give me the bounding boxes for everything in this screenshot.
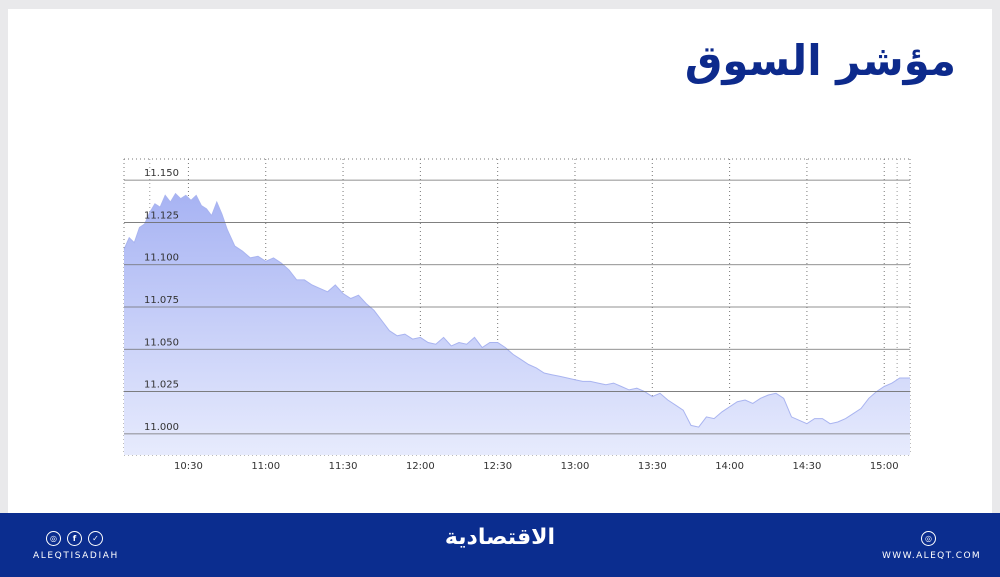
index-line bbox=[123, 192, 910, 428]
x-tick-label: 11:00 bbox=[251, 461, 280, 472]
y-tick-label: 11.125 bbox=[144, 210, 179, 221]
x-tick-label: 14:30 bbox=[793, 461, 822, 472]
page-title: مؤشر السوق bbox=[684, 36, 956, 85]
x-axis-labels: 10:30 11:00 11:30 12:00 12:30 13:00 13:30 14:00… bbox=[174, 461, 899, 472]
y-axis-labels: 11.000 11.025 11.050 11.075 11.100 11.125 11.1… bbox=[144, 168, 179, 433]
x-tick-label: 11:30 bbox=[329, 461, 358, 472]
brand-logo: الاقتصادية bbox=[444, 525, 556, 550]
index-area bbox=[124, 193, 910, 455]
y-tick-label: 11.150 bbox=[144, 168, 179, 179]
x-tick-label: 12:00 bbox=[406, 461, 435, 472]
x-tick-label: 13:00 bbox=[561, 461, 590, 472]
social-handle[interactable]: ALEQTISADIAH bbox=[33, 551, 119, 561]
instagram-icon[interactable]: ◎ bbox=[46, 531, 61, 546]
y-tick-label: 11.075 bbox=[144, 295, 179, 306]
twitter-icon[interactable]: ✓ bbox=[88, 531, 103, 546]
x-tick-label: 14:00 bbox=[715, 461, 744, 472]
y-tick-label: 11.000 bbox=[144, 422, 179, 433]
globe-icon: ◎ bbox=[921, 531, 936, 546]
x-tick-label: 12:30 bbox=[483, 461, 512, 472]
y-tick-label: 11.100 bbox=[144, 253, 179, 264]
facebook-icon[interactable]: f bbox=[67, 531, 82, 546]
footer-bar: ◎ f ✓ ALEQTISADIAH الاقتصادية ◎ WWW.ALEQ… bbox=[0, 513, 1000, 577]
y-tick-label: 11.050 bbox=[144, 337, 179, 348]
website-link[interactable]: WWW.ALEQT.COM bbox=[882, 551, 982, 561]
market-index-chart: 11.000 11.025 11.050 11.075 11.100 11.125 11.1… bbox=[123, 158, 911, 472]
y-tick-label: 11.025 bbox=[144, 380, 179, 391]
x-tick-label: 10:30 bbox=[174, 461, 203, 472]
x-tick-label: 13:30 bbox=[638, 461, 667, 472]
value-gridlines bbox=[124, 179, 910, 435]
social-icons: ◎ f ✓ bbox=[46, 531, 103, 546]
x-tick-label: 15:00 bbox=[870, 461, 899, 472]
